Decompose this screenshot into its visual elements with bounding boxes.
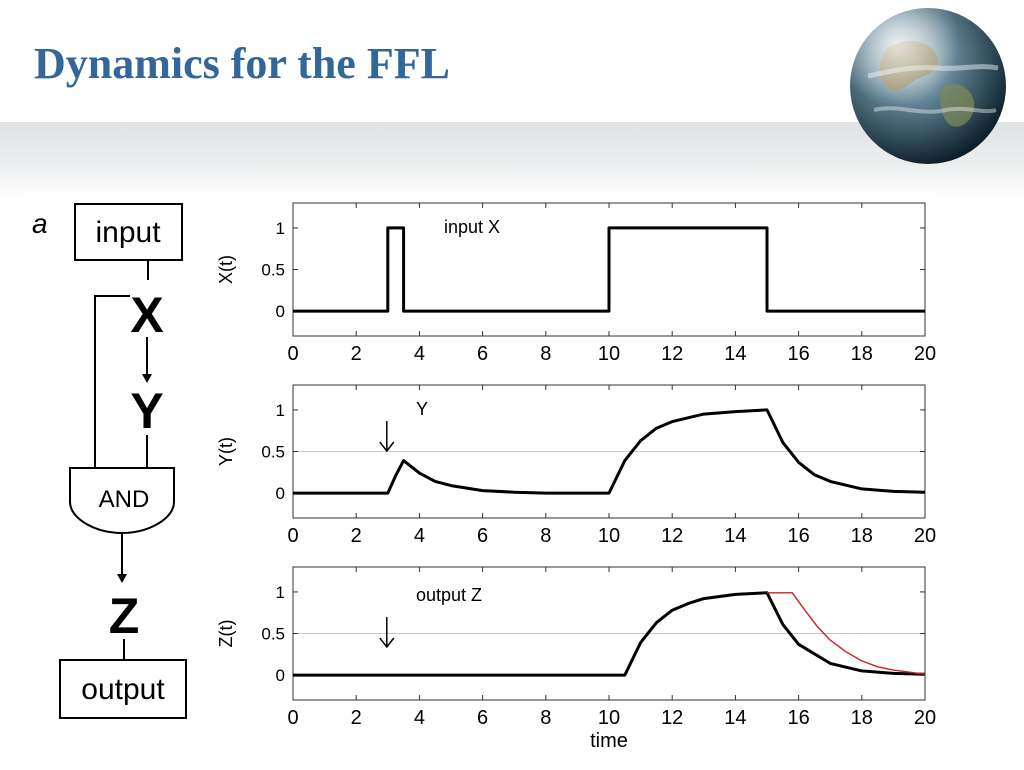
chart-panel-3: 0 2 4 6 8 10 12 14 16 18 20 0 0.5 1 Z(t) time output Z [216, 566, 936, 752]
x-tick-label: 20 [914, 343, 936, 365]
x-tick-label: 10 [598, 707, 620, 729]
x-tick-label: 12 [661, 343, 683, 365]
x-tick-label: 20 [914, 707, 936, 729]
x-tick-label: 6 [477, 707, 488, 729]
annotation-label: Y [416, 399, 428, 419]
y-tick-label: 0.5 [261, 443, 285, 462]
x-tick-label: 6 [477, 525, 488, 547]
series-line-1 [293, 591, 926, 677]
x-tick-label: 8 [540, 343, 551, 365]
page-title: Dynamics for the FFL [34, 39, 450, 88]
y-tick-label: 0.5 [261, 261, 285, 280]
series-line-1 [293, 408, 926, 495]
z-node: Z [109, 588, 140, 644]
down-arrow-head [379, 637, 395, 649]
x-tick-label: 0 [287, 343, 298, 365]
and-to-z-arrowhead [117, 574, 127, 583]
x-tick-label: 4 [414, 525, 425, 547]
y-tick-label: 0 [276, 484, 285, 503]
header-band [0, 122, 1024, 197]
x-tick-label: 8 [540, 707, 551, 729]
y-tick-label: 1 [276, 401, 285, 420]
figure-panel: a input X Y AND Z output 0 2 4 6 8 10 12 14 16 18… [20, 193, 940, 765]
y-node: Y [130, 383, 163, 439]
y-axis-label: X(t) [216, 255, 236, 284]
x-tick-label: 2 [351, 343, 362, 365]
chart-panel-1: 0 2 4 6 8 10 12 14 16 18 20 0 0.5 1 X(t) input X [216, 202, 936, 365]
y-tick-label: 0 [276, 302, 285, 321]
x-bypass-line [94, 295, 130, 468]
input-label: input [95, 216, 161, 249]
x-tick-label: 12 [661, 707, 683, 729]
output-label: output [81, 673, 165, 706]
y-tick-label: 1 [276, 583, 285, 602]
and-label: AND [99, 486, 150, 513]
input-box [74, 203, 183, 261]
and-gate [69, 467, 175, 535]
output-box [59, 659, 187, 719]
x-tick-label: 18 [851, 707, 873, 729]
x-axis-label: time [590, 730, 628, 752]
x-tick-label: 16 [787, 343, 809, 365]
down-arrow-head [379, 441, 395, 453]
x-tick-label: 14 [724, 707, 746, 729]
annotation-label: input X [444, 217, 500, 237]
x-tick-label: 16 [787, 707, 809, 729]
x-node: X [130, 287, 163, 343]
annotation-label: output Z [416, 585, 482, 605]
x-to-y-arrowhead [142, 374, 152, 383]
x-tick-label: 4 [414, 707, 425, 729]
x-tick-label: 18 [851, 343, 873, 365]
x-tick-label: 20 [914, 525, 936, 547]
x-tick-label: 4 [414, 343, 425, 365]
panel-label: a [32, 208, 48, 239]
y-tick-label: 0 [276, 666, 285, 685]
x-tick-label: 8 [540, 525, 551, 547]
x-tick-label: 18 [851, 525, 873, 547]
y-tick-label: 0.5 [261, 625, 285, 644]
x-tick-label: 6 [477, 343, 488, 365]
chart-panel-2: 0 2 4 6 8 10 12 14 16 18 20 0 0.5 1 Y(t) Y [216, 384, 936, 547]
series-line-2 [767, 592, 926, 675]
globe-icon [850, 8, 1006, 164]
y-tick-label: 1 [276, 219, 285, 238]
ffl-figure: a input X Y AND Z output 0 2 4 6 8 10 12 14 16 18… [32, 202, 936, 752]
x-tick-label: 12 [661, 525, 683, 547]
x-tick-label: 10 [598, 343, 620, 365]
series-line-1 [293, 226, 925, 313]
circuit-diagram: a input X Y AND Z output [32, 203, 187, 719]
x-tick-label: 10 [598, 525, 620, 547]
x-tick-label: 2 [351, 707, 362, 729]
y-axis-label: Z(t) [216, 620, 236, 648]
x-tick-label: 16 [787, 525, 809, 547]
x-tick-label: 2 [351, 525, 362, 547]
x-tick-label: 14 [724, 343, 746, 365]
x-tick-label: 14 [724, 525, 746, 547]
x-tick-label: 0 [287, 707, 298, 729]
y-axis-label: Y(t) [216, 437, 236, 466]
x-tick-label: 0 [287, 525, 298, 547]
